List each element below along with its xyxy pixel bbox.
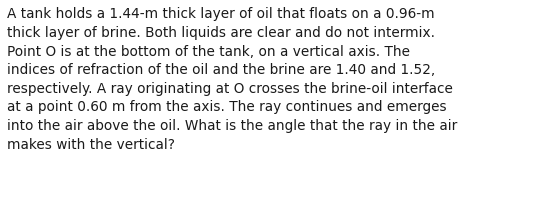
Text: A tank holds a 1.44-m thick layer of oil that floats on a 0.96-m
thick layer of : A tank holds a 1.44-m thick layer of oil… [7,7,458,152]
